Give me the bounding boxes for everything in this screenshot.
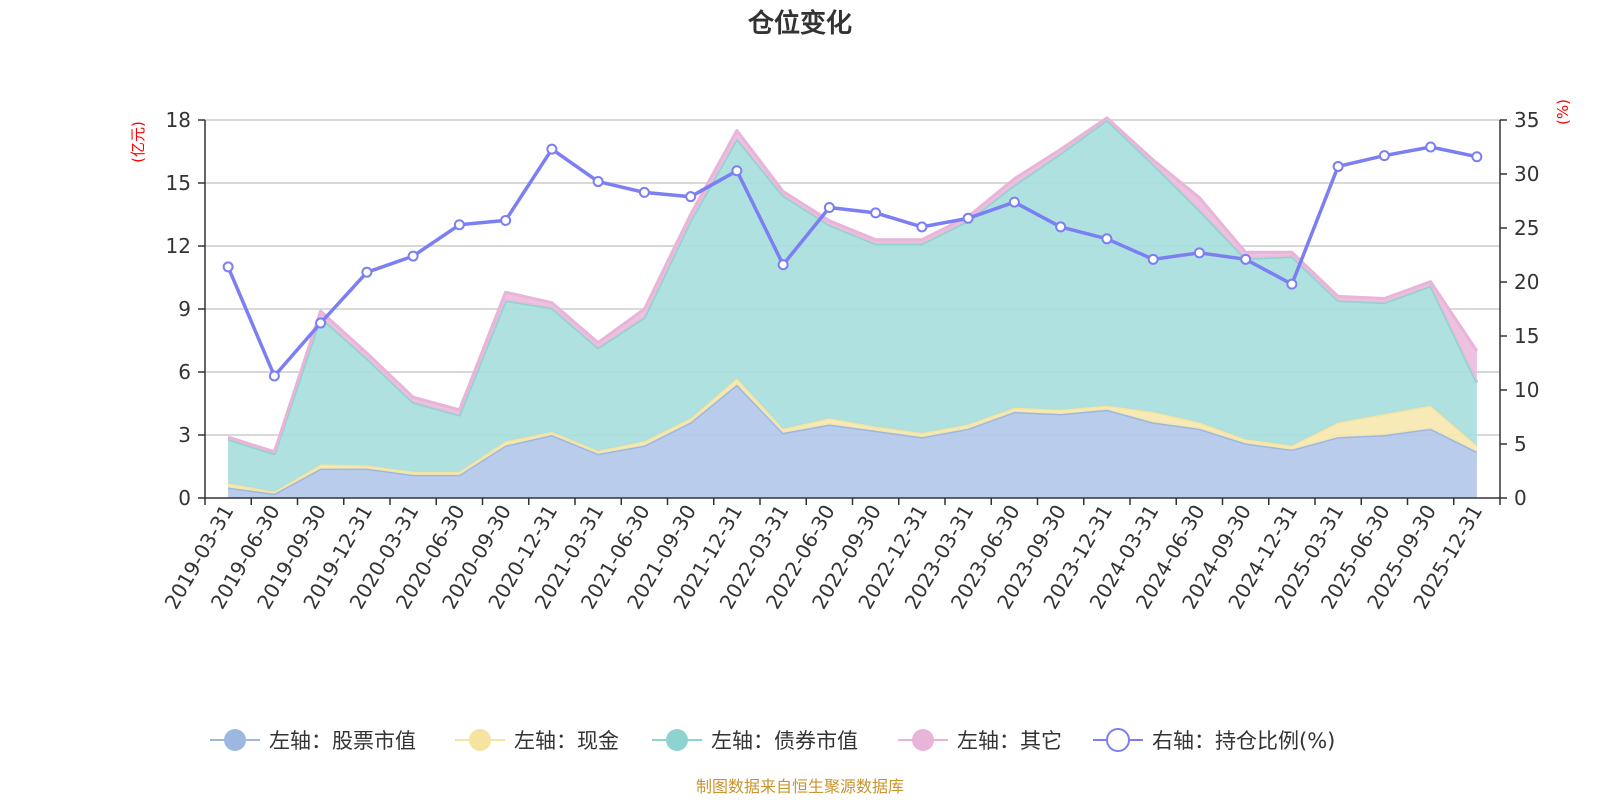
right-tick-label: 10	[1514, 378, 1539, 402]
right-tick-label: 5	[1514, 432, 1527, 456]
ratio-line-path	[226, 145, 1478, 378]
area-series-3	[228, 120, 1477, 492]
left-axis-unit: (亿元)	[129, 121, 147, 163]
left-tick-label: 15	[166, 171, 191, 195]
data-source-note: 制图数据来自恒生聚源数据库	[696, 777, 904, 796]
ratio-point	[1055, 221, 1067, 233]
right-tick-label: 15	[1514, 324, 1539, 348]
ratio-point	[546, 143, 558, 155]
ratio-point	[1101, 233, 1113, 245]
ratio-point	[916, 221, 928, 233]
ratio-point	[731, 165, 743, 177]
legend-marker-2	[469, 729, 491, 751]
ratio-point	[361, 266, 373, 278]
chart-title: 仓位变化	[747, 8, 852, 39]
legend-marker-5	[1106, 728, 1130, 752]
legend-marker-3	[666, 729, 688, 751]
left-tick-label: 12	[166, 234, 191, 258]
right-tick-label: 35	[1514, 108, 1539, 132]
ratio-point	[1425, 141, 1437, 153]
ratio-point	[1332, 160, 1344, 172]
ratio-point	[453, 219, 465, 231]
ratio-point	[870, 207, 882, 219]
left-tick-label: 6	[178, 360, 191, 384]
legend-marker-4	[912, 729, 934, 751]
ratio-point	[1193, 247, 1205, 259]
ratio-point	[1240, 253, 1252, 265]
ratio-point	[962, 212, 974, 224]
left-tick-label: 3	[178, 423, 191, 447]
area-edge-series-4	[227, 116, 1479, 454]
ratio-point	[777, 259, 789, 271]
ratio-point	[592, 176, 604, 188]
legend-label-1: 左轴：股票市值	[269, 729, 416, 753]
right-axis-unit: (%)	[1554, 99, 1572, 125]
ratio-point	[268, 370, 280, 382]
legend-label-3: 左轴：债券市值	[711, 729, 858, 753]
legend-label-2: 左轴：现金	[514, 729, 619, 753]
left-tick-label: 0	[178, 486, 191, 510]
legend: 左轴：股票市值 左轴：现金 左轴：债券市值 左轴：其它 右轴：持仓比例(%)	[210, 728, 1335, 753]
position-ratio-line	[222, 141, 1483, 382]
ratio-point	[222, 261, 234, 273]
left-tick-label: 9	[178, 297, 191, 321]
stacked-areas	[227, 116, 1479, 498]
ratio-point	[1008, 196, 1020, 208]
ratio-point	[638, 186, 650, 198]
legend-label-5: 右轴：持仓比例(%)	[1152, 729, 1335, 753]
legend-label-4: 左轴：其它	[957, 729, 1062, 753]
ratio-point	[823, 201, 835, 213]
right-tick-label: 30	[1514, 162, 1539, 186]
ratio-point	[1147, 253, 1159, 265]
right-tick-label: 25	[1514, 216, 1539, 240]
ratio-point	[1471, 151, 1483, 163]
ratio-point	[407, 250, 419, 262]
ratio-point	[315, 317, 327, 329]
area-series-1	[228, 384, 1477, 498]
right-tick-label: 20	[1514, 270, 1539, 294]
ratio-point	[500, 214, 512, 226]
left-tick-label: 18	[166, 108, 191, 132]
ratio-point	[1378, 150, 1390, 162]
ratio-point	[1286, 278, 1298, 290]
ratio-point	[685, 191, 697, 203]
legend-marker-1	[224, 729, 246, 751]
area-series-2	[228, 378, 1477, 494]
right-tick-label: 0	[1514, 486, 1527, 510]
